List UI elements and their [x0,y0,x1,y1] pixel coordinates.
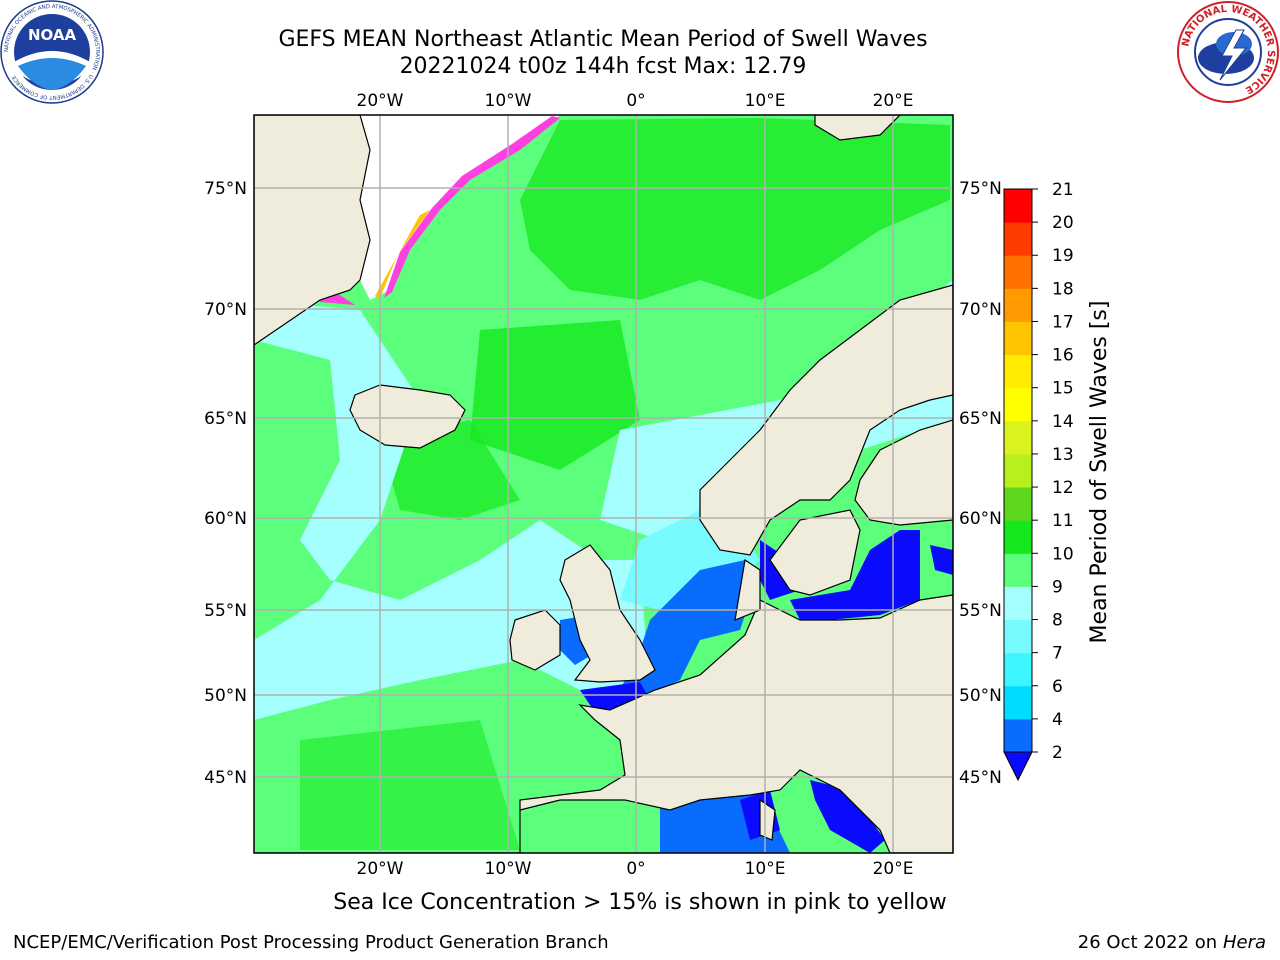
credit-date: 26 Oct 2022 on [1077,932,1218,953]
colorbar-tick-label: 14 [1052,412,1074,432]
swell-2-4s-baltic [790,530,920,620]
lat-label-left: 60°N [204,509,247,529]
sea-ice-edge-yellow [375,210,430,298]
colorbar-segment [1004,354,1032,389]
norway-land [699,284,953,556]
great-britain-land [559,544,656,683]
colorbar-segment [1004,718,1032,753]
lat-label-right: 70°N [959,300,1002,320]
colorbar-segment [1004,255,1032,289]
lon-label-top: 10°W [485,91,532,111]
lon-label-top: 10°E [745,91,786,111]
iceland-land [349,384,466,449]
svalbard-land [814,115,901,141]
colorbar-segment [1004,520,1032,554]
colorbar-segment [1004,487,1032,521]
colorbar-tick-label: 2 [1052,743,1063,763]
swell-2-4s-adriatic [810,780,885,853]
lat-label-left: 55°N [204,601,247,621]
nws-logo: NATIONAL WEATHER SERVICE [1177,1,1279,103]
swell-2-4s-gulf-finland [930,545,953,575]
lon-label-bottom: 0° [626,859,645,879]
colorbar-segment [1004,321,1032,356]
colorbar-frame [1003,188,1033,753]
colorbar-tick-label: 11 [1052,511,1074,531]
lon-label-bottom: 10°E [745,859,786,879]
noaa-logo-text: NOAA [28,26,77,44]
colorbar-tick-label: 9 [1052,577,1063,597]
lon-label-top: 20°W [357,91,404,111]
colorbar-segment [1004,586,1032,621]
lat-label-left: 65°N [204,409,247,429]
colorbar-tick-label: 8 [1052,611,1063,631]
lon-label-bottom: 20°W [357,859,404,879]
lon-label-top: 20°E [873,91,914,111]
credit-host: Hera [1222,932,1266,953]
colorbar-segment [1004,453,1032,488]
lat-label-left: 45°N [204,768,247,788]
colorbar-label: Mean Period of Swell Waves [s] [1087,301,1112,644]
lon-label-top: 0° [626,91,645,111]
colorbar-segment [1004,420,1032,455]
credit-right: 26 Oct 2022 on Hera [1078,932,1266,953]
title-line-1: GEFS MEAN Northeast Atlantic Mean Period… [278,27,928,52]
map-gridlines [254,115,953,853]
colorbar-tick-label: 4 [1052,710,1063,730]
colorbar-tick-label: 21 [1052,180,1074,200]
colorbar-tick-label: 12 [1052,478,1074,498]
colorbar-tick-label: 10 [1052,544,1074,564]
colorbar-tick-label: 15 [1052,379,1074,399]
colorbar-segment [1004,652,1032,687]
noaa-logo: NOAA NATIONAL OCEANIC AND ATMOSPHERIC AD… [0,0,104,104]
map-area [254,115,953,853]
colorbar-segment [1004,685,1032,720]
lat-label-left: 75°N [204,179,247,199]
lon-label-bottom: 20°E [873,859,914,879]
colorbar-under-triangle [1003,751,1033,782]
title-line-2: 20221024 t00z 144h fcst Max: 12.79 [399,54,807,79]
colorbar: 2 4 6 7 8 9 10 11 12 13 14 15 16 17 18 19 20 21 [1003,180,1074,782]
colorbar-segment [1004,189,1032,223]
colorbar-tick-label: 16 [1052,346,1074,366]
greenland-land [254,115,371,346]
corsica-land [759,798,776,841]
lat-label-right: 45°N [959,768,1002,788]
colorbar-tick-label: 20 [1052,213,1074,233]
colorbar-tick-label: 18 [1052,279,1074,299]
colorbar-tick-label: 19 [1052,246,1074,266]
lat-label-right: 60°N [959,509,1002,529]
lat-label-left: 50°N [204,686,247,706]
colorbar-segment [1004,222,1032,256]
colorbar-tick-label: 6 [1052,677,1063,697]
colorbar-tick-label: 13 [1052,445,1074,465]
colorbar-segment [1004,288,1032,322]
lat-label-right: 75°N [959,179,1002,199]
colorbar-segment [1004,553,1032,587]
sea-ice-region [360,115,560,300]
colorbar-segment [1004,387,1032,422]
map-frame [253,114,954,854]
colorbar-tick-label: 7 [1052,644,1063,664]
colorbar-segment [1004,619,1032,654]
colorbar-tick-label: 17 [1052,312,1074,332]
swell-2-4s-channel [580,682,650,714]
ireland-land [509,609,561,671]
continental-europe-land [254,594,953,853]
lat-label-right: 65°N [959,409,1002,429]
lat-label-right: 55°N [959,601,1002,621]
sea-ice-caption: Sea Ice Concentration > 15% is shown in … [333,890,947,915]
swell-10-11s-south [300,720,520,850]
lat-label-right: 50°N [959,686,1002,706]
credit-left: NCEP/EMC/Verification Post Processing Pr… [13,932,609,953]
lon-label-bottom: 10°W [485,859,532,879]
denmark-land [734,558,761,621]
lat-label-left: 70°N [204,300,247,320]
swell-10-11s-central [470,320,640,470]
swell-10-11s-north [520,118,950,300]
